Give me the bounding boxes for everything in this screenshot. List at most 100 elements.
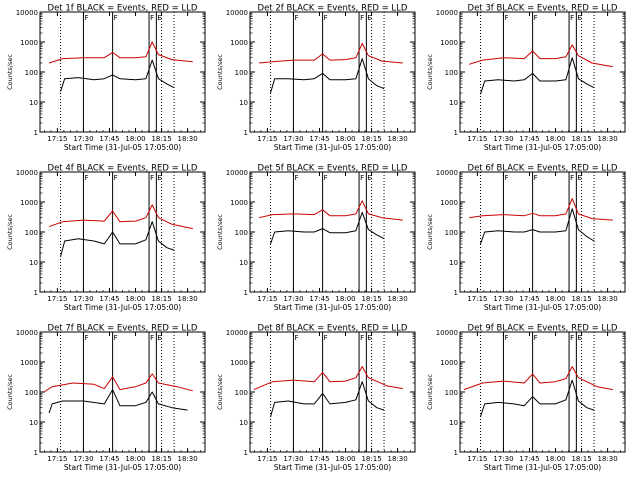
x-tick-label: 17:45 bbox=[309, 135, 329, 143]
x-tick-label: 18:00 bbox=[125, 135, 145, 143]
y-tick-label: 10000 bbox=[436, 329, 458, 337]
y-tick-label: 10 bbox=[239, 419, 248, 427]
marker-flag: F bbox=[294, 14, 298, 22]
panel-title: Det 2f BLACK = Events, RED = LLD bbox=[258, 4, 408, 14]
x-tick-label: 17:45 bbox=[309, 295, 329, 303]
marker-flag: E bbox=[157, 14, 161, 22]
y-tick-label: 100 bbox=[445, 389, 458, 397]
plot-frame bbox=[39, 11, 206, 133]
marker-flag: E bbox=[577, 334, 581, 342]
panel-8: Det 8f BLACK = Events, RED = LLD 1 10 100 10… bbox=[216, 324, 416, 472]
x-tick-label: 17:30 bbox=[73, 295, 93, 303]
y-tick-label: 1000 bbox=[20, 199, 38, 207]
x-tick-label: 18:30 bbox=[388, 135, 408, 143]
x-tick-label: 18:00 bbox=[545, 295, 565, 303]
x-axis-label: Start Time (31-Jul-05 17:05:00) bbox=[274, 463, 391, 472]
marker-flag: F bbox=[150, 174, 154, 182]
x-axis-label: Start Time (31-Jul-05 17:05:00) bbox=[484, 143, 601, 152]
x-tick-label: 18:30 bbox=[598, 455, 618, 463]
panel-title: Det 1f BLACK = Events, RED = LLD bbox=[48, 4, 198, 14]
lld-series-line bbox=[258, 200, 403, 221]
marker-flag: F bbox=[84, 14, 88, 22]
plot-frame bbox=[459, 11, 626, 133]
y-tick-label: 10000 bbox=[226, 329, 248, 337]
marker-flag: E bbox=[577, 14, 581, 22]
lld-series-line bbox=[48, 41, 193, 64]
marker-flag: F bbox=[534, 14, 538, 22]
marker-flag: E bbox=[367, 14, 371, 22]
y-tick-label: 1000 bbox=[20, 359, 38, 367]
panel-1: Det 1f BLACK = Events, RED = LLD 1 10 100 10… bbox=[6, 4, 206, 152]
x-tick-label: 17:30 bbox=[73, 455, 93, 463]
x-tick-label: 17:45 bbox=[99, 295, 119, 303]
plot-frame bbox=[249, 11, 416, 133]
x-tick-label: 17:15 bbox=[47, 295, 67, 303]
y-axis-label: Counts/sec bbox=[216, 374, 224, 410]
marker-flag: F bbox=[360, 174, 364, 182]
y-tick-label: 1000 bbox=[440, 359, 458, 367]
marker-flag: F bbox=[324, 334, 328, 342]
x-tick-label: 18:15 bbox=[571, 455, 591, 463]
x-tick-label: 18:00 bbox=[125, 455, 145, 463]
x-tick-label: 18:15 bbox=[361, 135, 381, 143]
events-series-line bbox=[480, 57, 595, 95]
y-axis-label: Counts/sec bbox=[6, 54, 14, 90]
x-tick-label: 17:30 bbox=[493, 135, 513, 143]
plot-frame bbox=[39, 171, 206, 293]
x-tick-label: 18:30 bbox=[598, 295, 618, 303]
x-tick-label: 18:30 bbox=[388, 455, 408, 463]
marker-flag: F bbox=[114, 14, 118, 22]
y-tick-label: 10 bbox=[29, 99, 38, 107]
y-tick-label: 1000 bbox=[440, 199, 458, 207]
y-tick-label: 10 bbox=[239, 259, 248, 267]
events-series-line bbox=[60, 221, 175, 257]
y-tick-label: 10000 bbox=[16, 329, 38, 337]
events-series-line bbox=[270, 211, 385, 245]
y-axis-label: Counts/sec bbox=[216, 54, 224, 90]
x-tick-label: 17:15 bbox=[257, 135, 277, 143]
y-tick-label: 10000 bbox=[436, 169, 458, 177]
y-tick-label: 10000 bbox=[226, 169, 248, 177]
marker-flag: F bbox=[360, 14, 364, 22]
x-tick-label: 18:30 bbox=[388, 295, 408, 303]
x-tick-label: 18:15 bbox=[361, 295, 381, 303]
y-tick-label: 10 bbox=[29, 259, 38, 267]
x-tick-label: 17:30 bbox=[283, 295, 303, 303]
marker-flag: F bbox=[570, 14, 574, 22]
x-axis-label: Start Time (31-Jul-05 17:05:00) bbox=[484, 463, 601, 472]
y-tick-label: 1 bbox=[454, 129, 458, 137]
x-tick-label: 17:45 bbox=[519, 455, 539, 463]
panel-2: Det 2f BLACK = Events, RED = LLD 1 10 100 10… bbox=[216, 4, 416, 152]
y-tick-label: 10 bbox=[449, 259, 458, 267]
panel-title: Det 4f BLACK = Events, RED = LLD bbox=[48, 164, 198, 174]
marker-flag: E bbox=[157, 334, 161, 342]
x-tick-label: 17:30 bbox=[493, 295, 513, 303]
marker-flag: F bbox=[360, 334, 364, 342]
y-tick-label: 1000 bbox=[230, 199, 248, 207]
x-tick-label: 18:15 bbox=[151, 295, 171, 303]
y-tick-label: 10000 bbox=[436, 9, 458, 17]
marker-flag: F bbox=[114, 174, 118, 182]
x-tick-label: 17:15 bbox=[467, 455, 487, 463]
panel-6: Det 6f BLACK = Events, RED = LLD 1 10 100 10… bbox=[426, 164, 626, 312]
x-tick-label: 17:15 bbox=[47, 135, 67, 143]
x-tick-label: 17:15 bbox=[47, 455, 67, 463]
lld-series-line bbox=[463, 366, 613, 391]
marker-flag: F bbox=[570, 334, 574, 342]
marker-flag: F bbox=[84, 174, 88, 182]
y-tick-label: 1 bbox=[34, 289, 38, 297]
y-tick-label: 1 bbox=[34, 129, 38, 137]
x-tick-label: 18:00 bbox=[545, 135, 565, 143]
lld-series-line bbox=[259, 42, 403, 64]
y-tick-label: 1 bbox=[244, 129, 248, 137]
marker-flag: F bbox=[504, 14, 508, 22]
x-axis-label: Start Time (31-Jul-05 17:05:00) bbox=[64, 143, 181, 152]
events-series-line bbox=[60, 59, 175, 92]
events-series-line bbox=[480, 208, 595, 245]
events-series-line bbox=[270, 58, 385, 94]
marker-flag: F bbox=[324, 174, 328, 182]
x-tick-label: 18:15 bbox=[151, 135, 171, 143]
x-tick-label: 18:30 bbox=[178, 135, 198, 143]
y-tick-label: 100 bbox=[25, 229, 38, 237]
